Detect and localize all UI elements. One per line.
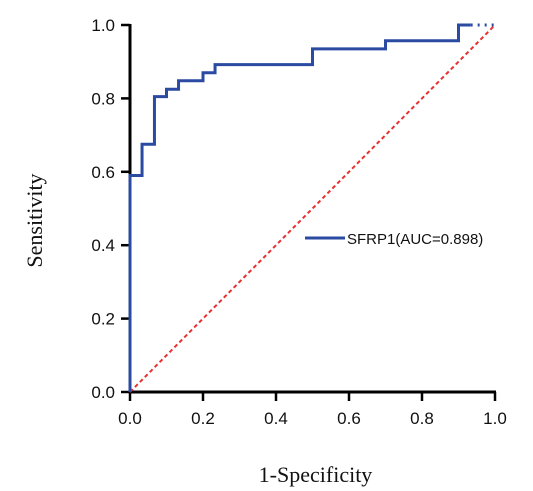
y-axis-ticks: 0.0 0.2 0.4 0.6 0.8 1.0 <box>91 16 130 402</box>
x-tick-label: 0.4 <box>264 409 288 428</box>
legend: SFRP1(AUC=0.898) <box>305 231 483 248</box>
x-tick-label: 0.6 <box>337 409 361 428</box>
x-axis-ticks: 0.0 0.2 0.4 0.6 0.8 1.0 <box>118 392 507 428</box>
x-axis-title: 1-Specificity <box>259 462 373 487</box>
series-layer <box>128 23 496 393</box>
y-tick-label: 0.4 <box>91 236 115 255</box>
x-tick-label: 1.0 <box>483 409 507 428</box>
y-tick-label: 0.8 <box>91 89 115 108</box>
plot-area: 0.0 0.2 0.4 0.6 0.8 1.0 0.0 0.2 0.4 0.6 0.8 1.0 <box>91 16 506 428</box>
x-tick-label: 0.2 <box>191 409 215 428</box>
y-tick-label: 0.6 <box>91 163 115 182</box>
x-tick-label: 0.8 <box>410 409 434 428</box>
legend-label-sfrp1: SFRP1(AUC=0.898) <box>347 231 483 248</box>
roc-curve-sfrp1 <box>128 23 471 392</box>
reference-diagonal-line <box>129 24 496 393</box>
y-tick-label: 0.0 <box>91 383 115 402</box>
y-tick-label: 1.0 <box>91 16 115 35</box>
x-tick-label: 0.0 <box>118 409 142 428</box>
y-axis-title: Sensitivity <box>22 173 47 267</box>
y-tick-label: 0.2 <box>91 310 115 329</box>
